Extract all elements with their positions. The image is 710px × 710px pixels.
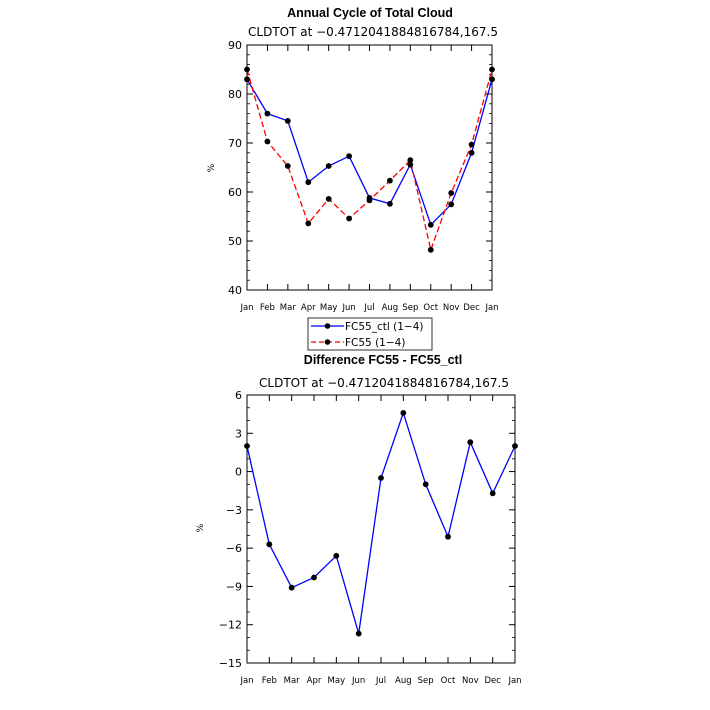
x-tick-label: Jan [239,303,253,313]
y-tick-label: −6 [226,542,242,555]
data-point-s0-5 [346,153,352,160]
data-point-s0-4 [333,552,340,559]
x-tick-label: May [320,303,338,313]
data-point-s0-8 [422,481,429,488]
series-line-0 [246,410,516,634]
data-point-s1-1 [264,138,271,145]
x-tick-label: Mar [280,303,297,313]
data-point-s0-10 [467,439,474,446]
x-tick-label: Dec [463,303,480,313]
x-tick-label: Jul [363,303,374,313]
x-tick-label: Jan [507,676,521,686]
data-point-s0-1 [264,110,271,117]
data-point-s1-3 [305,220,312,227]
y-tick-label: −12 [219,619,242,632]
y-tick-label: 3 [235,427,242,440]
data-point-s1-8 [407,157,414,164]
data-point-s1-6 [366,197,373,204]
x-tick-label: Feb [260,303,275,313]
data-point-s0-0 [244,76,250,83]
series-line-1 [246,69,493,253]
data-point-s0-6 [378,475,384,481]
data-point-s0-10 [448,201,455,208]
data-point-s0-5 [355,630,362,637]
data-point-s0-11 [489,490,496,497]
y-axis-label: % [207,163,217,172]
y-tick-label: 60 [228,186,242,199]
data-point-s0-3 [311,574,317,581]
data-point-s0-1 [266,541,273,548]
x-tick-label: Jan [239,676,253,686]
legend-marker-fc55 [324,339,331,345]
x-tick-label: May [328,676,346,686]
y-tick-label: 0 [235,466,242,479]
data-point-s1-12 [489,66,495,73]
y-tick-label: −15 [219,657,242,670]
annual-cycle-chart: Annual Cycle of Total Cloud CLDTOT at −0… [207,6,499,313]
legend-marker-ctl [324,323,331,329]
y-tick-label: 90 [228,39,242,52]
data-point-s0-7 [387,200,393,207]
x-tick-label: Aug [382,303,399,313]
x-tick-label: Sep [418,676,434,686]
data-point-s1-5 [346,215,352,222]
y-tick-label: 80 [228,88,242,101]
data-point-s1-9 [427,246,434,253]
x-tick-label: Sep [402,303,418,313]
x-tick-label: Feb [262,676,277,686]
data-point-s1-2 [284,163,291,169]
data-point-s0-2 [288,584,295,591]
data-point-s0-0 [244,443,250,449]
x-tick-label: Aug [395,676,412,686]
data-point-s0-12 [489,76,495,83]
data-point-s0-9 [445,533,451,540]
x-tick-label: Jun [351,676,365,686]
data-point-s0-2 [284,118,291,124]
x-tick-label: Dec [484,676,501,686]
difference-chart: Difference FC55 - FC55_ctl CLDTOT at −0.… [196,353,522,686]
x-tick-label: Nov [443,303,460,313]
data-point-s0-12 [512,443,518,449]
legend: FC55_ctl (1−4) FC55 (1−4) [307,317,433,351]
y-tick-label: 40 [228,284,242,297]
x-tick-label: Mar [284,676,301,686]
plot-frame [246,394,516,664]
x-tick-label: Jan [484,303,498,313]
chart-subtitle: CLDTOT at −0.4712041884816784,167.5 [248,25,498,39]
legend-label-ctl: FC55_ctl (1−4) [345,321,423,333]
x-tick-label: Apr [307,676,322,686]
x-tick-label: Oct [423,303,438,313]
data-point-s0-4 [325,163,332,169]
x-tick-label: Jul [375,676,386,686]
plot-area: −15 −12 −9 −6 −3 0 3 6 Jan Feb Mar Apr May Jun Jul Aug S… [219,389,522,686]
legend-box [307,317,433,351]
legend-label-fc55: FC55 (1−4) [345,337,405,349]
data-point-s1-0 [244,66,250,73]
x-tick-label: Apr [301,303,316,313]
chart-title: Difference FC55 - FC55_ctl [304,353,462,367]
y-tick-label: 50 [228,235,242,248]
data-point-s1-4 [325,196,332,202]
y-tick-label: −3 [226,504,242,517]
y-tick-label: −9 [226,580,242,593]
data-point-s0-3 [305,179,312,186]
plot-area: 40 50 60 70 80 90 Jan Feb Mar Apr May Jun Jul Aug Sep O… [228,39,499,313]
data-point-s1-7 [387,177,393,184]
data-point-s0-11 [468,149,475,156]
y-axis-label: % [196,523,206,532]
data-point-s1-10 [448,190,455,196]
y-tick-label: 6 [235,389,242,402]
chart-subtitle: CLDTOT at −0.4712041884816784,167.5 [259,376,509,390]
data-point-s0-9 [427,221,434,228]
x-tick-label: Oct [441,676,456,686]
y-tick-label: 70 [228,137,242,150]
x-tick-label: Nov [462,676,479,686]
x-tick-label: Jun [341,303,355,313]
data-point-s1-11 [468,141,475,148]
data-point-s0-7 [400,410,407,416]
data-point-s0-8 [407,161,414,168]
plot-frame [246,44,493,291]
chart-title: Annual Cycle of Total Cloud [287,6,453,20]
